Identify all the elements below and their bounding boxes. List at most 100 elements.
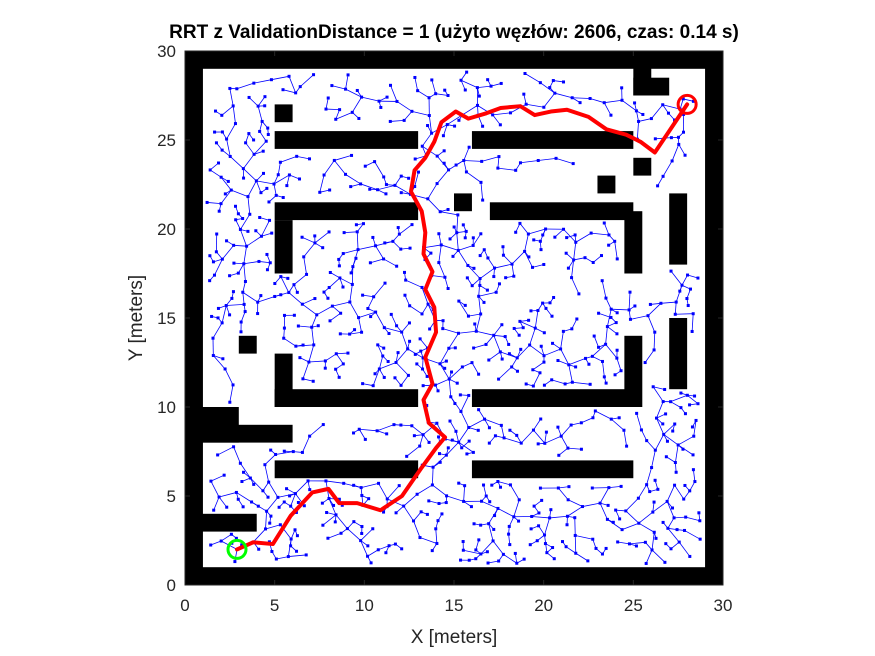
- plot-area: [184, 50, 724, 586]
- tree-edge: [293, 274, 307, 285]
- tree-edge: [237, 263, 245, 274]
- tree-node: [208, 254, 212, 258]
- tree-node: [615, 311, 619, 315]
- tree-edge: [543, 348, 561, 357]
- tree-node: [529, 309, 533, 313]
- tree-node: [228, 400, 232, 404]
- tree-node: [217, 209, 221, 213]
- tree-edge: [331, 85, 346, 90]
- tree-edge: [493, 334, 506, 337]
- tree-node: [499, 81, 503, 85]
- tree-node: [453, 402, 457, 406]
- tree-node: [240, 543, 244, 547]
- tree-edge: [288, 292, 303, 305]
- tree-node: [482, 483, 486, 487]
- tree-edge: [360, 540, 368, 557]
- tree-edge: [362, 383, 374, 387]
- tree-node: [586, 559, 590, 563]
- tree-edge: [326, 512, 337, 516]
- tree-node: [536, 442, 540, 446]
- tree-node: [517, 519, 521, 523]
- tree-edge: [571, 318, 578, 330]
- tree-node: [419, 510, 423, 514]
- tree-edge: [259, 131, 267, 142]
- tree-edge: [240, 311, 246, 323]
- tree-edge: [247, 196, 251, 215]
- tree-edge: [220, 533, 232, 542]
- tree-node: [285, 184, 289, 188]
- tree-edge: [652, 501, 668, 513]
- tree-edge: [483, 484, 487, 497]
- tree-node: [452, 225, 456, 229]
- tree-node: [385, 95, 389, 99]
- tree-edge: [513, 499, 520, 517]
- tree-edge: [458, 300, 469, 317]
- tree-edge: [218, 492, 237, 498]
- tree-edge: [379, 362, 397, 370]
- tree-edge: [458, 245, 474, 251]
- tree-node: [443, 88, 447, 92]
- tree-node: [213, 130, 217, 134]
- tree-node: [312, 73, 316, 77]
- tree-edge: [345, 74, 349, 90]
- tree-edge: [226, 123, 236, 140]
- tree-node: [574, 365, 578, 369]
- tree-node: [513, 551, 517, 555]
- tree-node: [242, 176, 246, 180]
- tree-edge: [421, 303, 429, 315]
- tree-edge: [529, 344, 545, 357]
- x-tick-label: 30: [714, 596, 733, 615]
- tree-node: [247, 95, 251, 99]
- tree-edge: [678, 144, 686, 156]
- tree-node: [500, 357, 504, 361]
- tree-node: [239, 330, 243, 334]
- tree-node: [562, 80, 566, 84]
- obstacle: [185, 567, 723, 585]
- tree-node: [617, 416, 621, 420]
- tree-edge: [636, 110, 639, 122]
- tree-node: [517, 333, 521, 337]
- tree-edge: [488, 351, 501, 361]
- tree-node: [469, 505, 473, 509]
- tree-node: [467, 145, 471, 149]
- tree-node: [366, 544, 370, 548]
- tree-edge: [603, 102, 612, 116]
- tree-node: [427, 499, 431, 503]
- x-tick-label: 15: [445, 596, 464, 615]
- tree-node: [240, 480, 244, 484]
- tree-edge: [463, 147, 470, 161]
- tree-node: [522, 92, 526, 96]
- tree-edge: [652, 502, 655, 513]
- tree-edge: [558, 447, 569, 456]
- obstacle: [454, 193, 472, 212]
- tree-edge: [247, 180, 257, 197]
- tree-node: [538, 486, 542, 490]
- tree-node: [663, 387, 667, 391]
- tree-edge: [343, 249, 359, 254]
- tree-edge: [394, 185, 411, 195]
- tree-edge: [257, 296, 275, 303]
- tree-edge: [277, 162, 281, 175]
- y-tick-label: 30: [157, 42, 176, 61]
- tree-edge: [264, 454, 276, 465]
- tree-edge: [529, 327, 536, 346]
- rrt-tree: [205, 70, 702, 565]
- tree-node: [507, 352, 511, 356]
- tree-node: [602, 221, 606, 225]
- tree-edge: [616, 358, 622, 371]
- tree-edge: [261, 220, 270, 237]
- tree-edge: [480, 540, 494, 555]
- tree-node: [327, 230, 331, 234]
- tree-edge: [339, 277, 344, 288]
- tree-edge: [572, 97, 591, 99]
- tree-edge: [257, 106, 263, 122]
- tree-node: [600, 279, 604, 283]
- tree-edge: [473, 344, 487, 349]
- tree-node: [663, 560, 667, 564]
- tree-node: [561, 540, 565, 544]
- tree-node: [652, 500, 656, 504]
- tree-edge: [494, 263, 513, 269]
- tree-edge: [557, 360, 569, 366]
- obstacle: [238, 335, 257, 354]
- tree-edge: [681, 274, 688, 286]
